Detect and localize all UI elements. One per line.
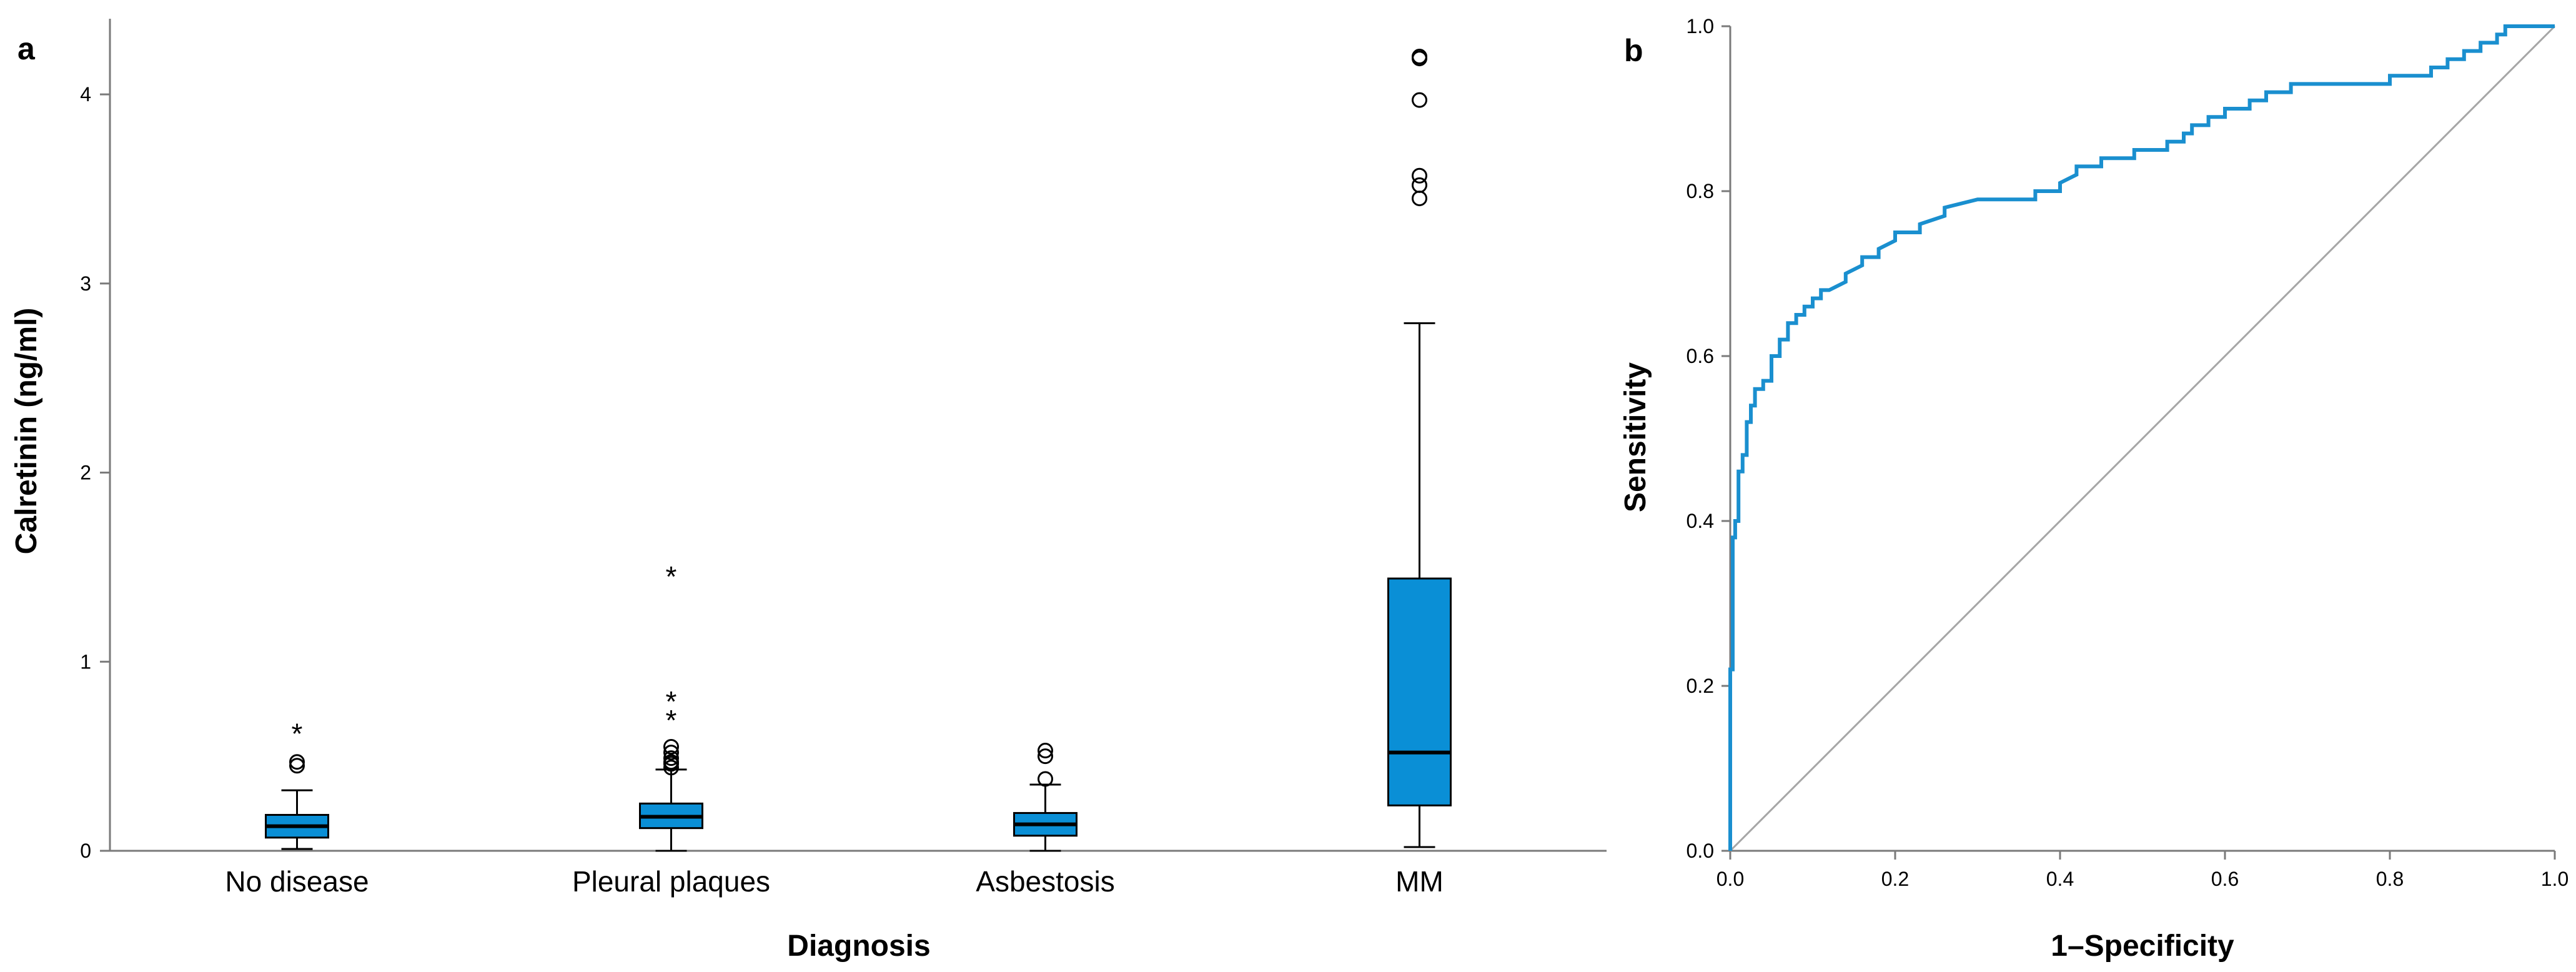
- outlier-point: [1412, 167, 1427, 184]
- roc-ticks: 0.0 0.2 0.4 0.6 0.8 1.0 0.0 0.2 0.4 0.6 0.8 1.0: [1687, 15, 2569, 890]
- outlier-point: [1412, 177, 1427, 193]
- outlier-point: [1038, 748, 1053, 765]
- roc-x-tick-label: 1.0: [2541, 868, 2569, 890]
- roc-y-tick-label: 0.8: [1687, 180, 1714, 202]
- outlier-point: [1038, 743, 1053, 759]
- outlier-point: [1412, 92, 1427, 108]
- outlier-point: [289, 754, 305, 770]
- extreme-point: *: [292, 717, 303, 750]
- roc-x-tick-label: 0.0: [1717, 868, 1744, 890]
- extreme-point: *: [666, 704, 677, 736]
- roc-y-tick-label: 0.0: [1687, 840, 1714, 862]
- roc-curve-line: [1728, 24, 2555, 851]
- panel-a-label: a: [17, 31, 36, 66]
- roc-x-tick-label: 0.8: [2376, 868, 2404, 890]
- roc-x-tick-label: 0.6: [2211, 868, 2239, 890]
- boxplot-y-tick-label: 0: [80, 840, 91, 862]
- boxplot-y-ticks: 0 1 2 3 4: [80, 83, 110, 862]
- extreme-point: *: [666, 685, 677, 718]
- outlier-point: [663, 760, 679, 776]
- roc-reference-diagonal: [1729, 25, 2556, 852]
- outlier-point: [1038, 771, 1053, 787]
- boxplot-x-title: Diagnosis: [787, 930, 930, 963]
- boxplot-y-tick-label: 4: [80, 83, 91, 106]
- boxplot-category-labels: No disease Pleural plaques Asbestosis MM: [225, 865, 1443, 898]
- box-group: [1387, 49, 1452, 848]
- box-group: *: [265, 717, 329, 850]
- outlier-point: [663, 754, 679, 770]
- box-iqr: [1387, 577, 1452, 806]
- boxplot-boxes: * ***: [265, 49, 1452, 852]
- outlier-point: [289, 758, 305, 774]
- box-group: [1013, 743, 1077, 852]
- roc-y-tick-label: 0.4: [1687, 510, 1714, 532]
- extreme-point: *: [666, 560, 677, 593]
- roc-y-tick-label: 0.6: [1687, 345, 1714, 367]
- roc-y-tick-label: 1.0: [1687, 15, 1714, 37]
- boxplot-y-tick-label: 1: [80, 650, 91, 673]
- roc-x-tick-label: 0.4: [2046, 868, 2074, 890]
- outlier-point: [663, 739, 679, 755]
- boxplot-category-label: MM: [1395, 865, 1444, 898]
- roc-y-tick-label: 0.2: [1687, 675, 1714, 697]
- boxplot-category-label: No disease: [225, 865, 369, 898]
- boxplot-y-tick-label: 3: [80, 272, 91, 295]
- outlier-point: [663, 750, 679, 766]
- outlier-point: [1412, 49, 1427, 65]
- boxplot-y-title: Calretinin (ng/ml): [10, 308, 43, 555]
- roc-panel: b 0.0 0.2 0.4 0.6 0.8 1.0 0.0 0.2 0.4 0.6 0.8 1.0 1…: [1619, 15, 2569, 963]
- boxplot-y-tick-label: 2: [80, 462, 91, 484]
- outlier-point: [1412, 191, 1427, 207]
- boxplot-category-label: Asbestosis: [976, 865, 1114, 898]
- panel-b-label: b: [1624, 33, 1643, 68]
- roc-y-title: Sensitivity: [1619, 362, 1652, 512]
- box-group: ***: [639, 560, 703, 852]
- boxplot-category-label: Pleural plaques: [572, 865, 770, 898]
- roc-x-title: 1–Specificity: [2051, 930, 2234, 963]
- roc-x-tick-label: 0.2: [1881, 868, 1909, 890]
- outlier-point: [663, 745, 679, 761]
